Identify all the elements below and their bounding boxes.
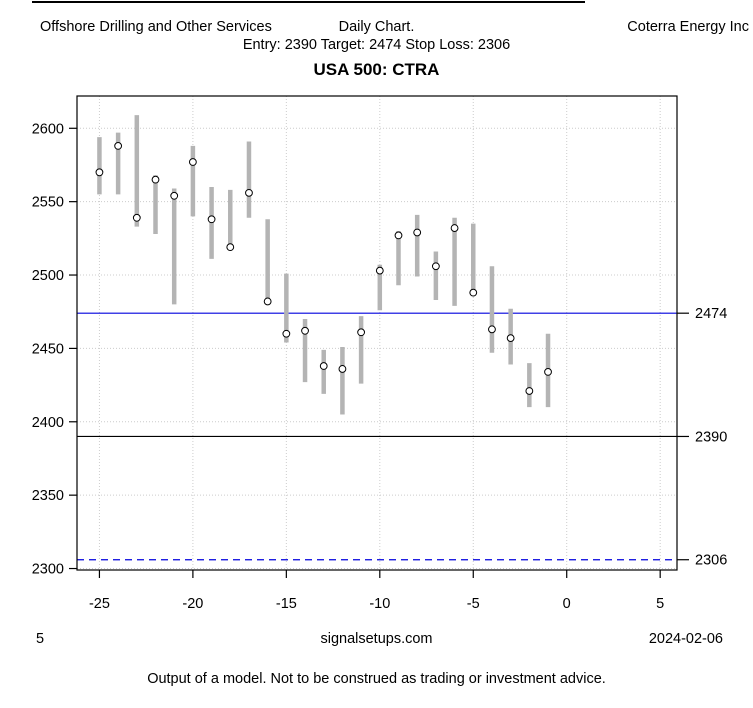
close-marker	[151, 175, 160, 184]
trade-setup-line: Entry: 2390 Target: 2474 Stop Loss: 2306	[242, 37, 511, 53]
close-marker	[245, 188, 253, 197]
y-axis-tick-label: 2400	[32, 415, 64, 431]
close-marker	[506, 334, 515, 343]
close-marker	[488, 325, 496, 334]
close-marker	[95, 168, 104, 177]
footer-page-number: 5	[36, 631, 45, 647]
stop_loss-price-label: 2306	[695, 553, 727, 569]
close-marker	[319, 362, 328, 370]
close-marker	[170, 191, 179, 200]
close-marker	[301, 326, 309, 335]
close-marker	[413, 228, 422, 237]
date-label: 2024-02-06	[648, 631, 723, 647]
close-marker	[375, 266, 384, 275]
close-marker	[226, 243, 235, 252]
y-axis-tick-label: 2300	[32, 562, 64, 578]
top-divider	[32, 1, 585, 3]
y-axis-tick-label: 2450	[32, 341, 64, 357]
chart-type-label: Daily Chart.	[338, 19, 415, 35]
close-marker	[188, 158, 197, 166]
entry-price-label: 2390	[695, 429, 727, 445]
website-label: signalsetups.com	[320, 631, 433, 647]
close-marker	[431, 262, 440, 271]
x-axis-tick-label: -25	[89, 596, 110, 612]
x-axis-tick-label: -15	[276, 596, 297, 612]
x-axis-tick-label: -20	[182, 596, 203, 612]
close-marker	[450, 224, 459, 232]
y-axis-tick-label: 2350	[32, 488, 64, 504]
page-title: USA 500: CTRA	[313, 60, 440, 79]
close-marker	[132, 213, 141, 222]
x-axis-tick-label: 0	[563, 596, 571, 612]
y-axis-tick-label: 2500	[32, 268, 64, 284]
close-marker	[263, 297, 272, 306]
close-marker	[207, 215, 216, 224]
y-axis-tick-label: 2550	[32, 195, 64, 211]
x-axis-tick-label: -10	[369, 596, 390, 612]
disclaimer-text: Output of a model. Not to be construed a…	[147, 671, 606, 687]
sector-label: Offshore Drilling and Other Services	[40, 19, 272, 35]
target-price-label: 2474	[695, 306, 727, 322]
close-marker	[357, 328, 366, 337]
y-axis-tick-label: 2600	[32, 121, 64, 137]
plot-border	[76, 95, 678, 571]
close-marker	[544, 367, 552, 376]
close-marker	[394, 231, 403, 240]
company-label: Coterra Energy Inc	[627, 19, 749, 35]
close-marker	[114, 141, 123, 150]
close-marker	[525, 387, 534, 395]
x-axis-tick-label: -5	[467, 596, 480, 612]
close-marker	[338, 365, 347, 373]
close-marker	[282, 329, 291, 338]
x-axis-tick-label: 5	[656, 596, 664, 612]
close-marker	[469, 288, 478, 297]
